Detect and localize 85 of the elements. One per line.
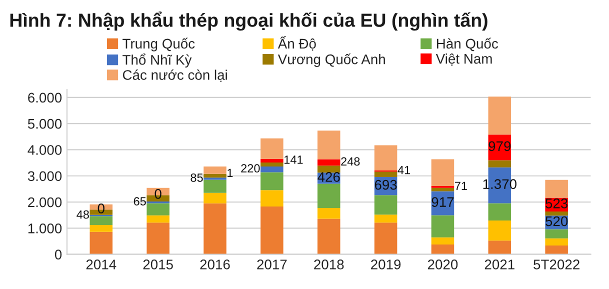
bar xyxy=(374,172,398,177)
bar xyxy=(545,211,568,216)
data-label: 426 xyxy=(318,172,340,182)
y-tick-label: 2.000 xyxy=(28,197,62,208)
x-tick-label: 2018 xyxy=(314,260,344,270)
bar xyxy=(204,166,226,174)
bar xyxy=(431,188,454,192)
bar xyxy=(146,215,170,223)
data-label: 85 xyxy=(190,173,203,182)
bar xyxy=(431,215,454,238)
bar xyxy=(260,162,284,166)
y-tick-label: 4.000 xyxy=(28,145,62,155)
data-label: 979 xyxy=(488,141,511,152)
data-label: 41 xyxy=(398,166,410,174)
bar xyxy=(317,218,340,254)
bar xyxy=(545,238,568,246)
bar xyxy=(431,159,454,186)
bar xyxy=(90,232,113,254)
data-label: 523 xyxy=(546,198,568,208)
bar xyxy=(317,159,340,166)
data-label: 693 xyxy=(374,180,397,190)
bar xyxy=(90,225,113,232)
bar xyxy=(545,229,568,238)
bar xyxy=(374,195,398,215)
bar xyxy=(260,138,284,159)
data-label: 65 xyxy=(134,197,146,206)
x-tick-label: 2020 xyxy=(428,260,458,270)
data-label: 220 xyxy=(241,164,260,173)
y-tick-label: 0 xyxy=(54,250,62,260)
bar xyxy=(488,96,512,135)
bar xyxy=(204,180,226,193)
legend-label: Thổ Nhĩ Kỳ xyxy=(122,53,192,68)
legend-label: Ấn Độ xyxy=(278,36,316,51)
bar xyxy=(488,240,512,254)
bar xyxy=(204,174,226,178)
x-tick-label: 2015 xyxy=(143,260,173,270)
bar xyxy=(146,203,170,216)
legend-label: Trung Quốc xyxy=(122,38,195,52)
bar xyxy=(374,222,398,254)
bar xyxy=(431,237,454,245)
bar xyxy=(260,166,284,172)
data-label: 1 xyxy=(228,168,233,177)
bar xyxy=(545,246,568,254)
y-tick-label: 3.000 xyxy=(28,171,62,182)
data-label: 520 xyxy=(546,216,568,226)
data-label: 917 xyxy=(432,197,454,207)
x-tick-label: 5T2022 xyxy=(534,260,580,270)
bar xyxy=(260,158,284,163)
data-label: 71 xyxy=(454,182,467,190)
bar xyxy=(431,244,454,254)
x-tick-label: 2014 xyxy=(86,260,116,270)
legend-label: Các nước còn lại xyxy=(122,70,227,82)
data-label: 141 xyxy=(284,156,303,164)
bar xyxy=(260,172,284,190)
bar xyxy=(90,216,113,226)
bar xyxy=(204,192,226,204)
bar xyxy=(545,180,568,198)
data-label: 0 xyxy=(98,204,104,214)
legend-label: Vương Quốc Anh xyxy=(278,53,385,68)
data-label: 48 xyxy=(76,210,89,219)
chart-title: Hình 7: Nhập khẩu thép ngoại khối của EU (nghìn tấn) xyxy=(10,12,488,31)
bar xyxy=(204,203,226,254)
x-tick-label: 2019 xyxy=(371,260,401,270)
legend-label: Hàn Quốc xyxy=(436,38,498,52)
x-tick-label: 2016 xyxy=(200,260,230,270)
data-label: 248 xyxy=(341,157,360,166)
bar xyxy=(317,184,340,208)
x-tick-label: 2017 xyxy=(257,260,287,270)
bar xyxy=(260,206,284,254)
bar xyxy=(317,166,340,173)
bar xyxy=(317,208,340,219)
y-tick-label: 6.000 xyxy=(28,92,62,103)
bar xyxy=(317,130,340,160)
data-label: 0 xyxy=(154,188,162,199)
bar xyxy=(488,160,512,168)
bar xyxy=(488,220,512,241)
bar xyxy=(260,190,284,206)
x-tick-label: 2021 xyxy=(484,260,514,270)
bar xyxy=(488,203,512,220)
bar xyxy=(374,214,398,223)
legend-label: Việt Nam xyxy=(436,53,492,66)
bar xyxy=(374,145,398,170)
y-tick-label: 5.000 xyxy=(28,118,62,129)
bar xyxy=(146,222,170,254)
y-tick-label: 1.000 xyxy=(28,224,62,234)
